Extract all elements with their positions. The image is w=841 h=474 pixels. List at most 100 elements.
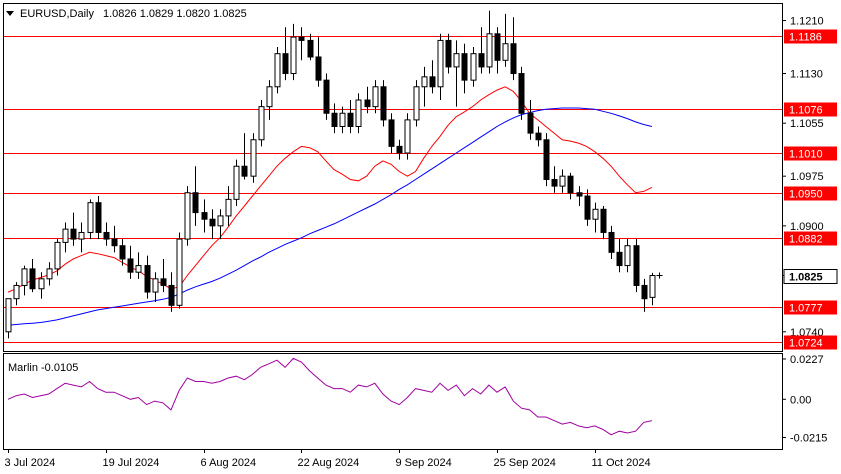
candles: [5, 10, 663, 339]
indicator-tick-label: -0.0215: [790, 432, 827, 444]
candle: [21, 265, 28, 296]
candle: [559, 169, 566, 193]
candle-body: [543, 139, 550, 180]
candle: [494, 27, 501, 74]
candle: [307, 33, 314, 61]
candle: [584, 189, 591, 226]
candle-body: [290, 36, 297, 75]
candle: [527, 100, 534, 140]
time-tick-label: 19 Jul 2024: [103, 457, 160, 469]
candle: [323, 73, 330, 120]
candle: [600, 205, 607, 240]
candle-body: [307, 39, 314, 58]
candle: [38, 272, 45, 299]
level-label: 1.0724: [789, 338, 823, 350]
symbol-label: EURUSD,Daily: [20, 8, 94, 20]
price-tick-label: 1.0975: [790, 171, 824, 183]
price-tick-label: 1.1055: [790, 118, 824, 130]
candle: [298, 27, 305, 61]
level-label: 1.1076: [789, 105, 823, 117]
candle: [372, 80, 379, 114]
current-price-label: 1.0825: [789, 272, 823, 284]
time-tick-label: 3 Jul 2024: [5, 457, 56, 469]
level-label-bg: [784, 186, 837, 201]
indicator-tick-label: 0.0227: [790, 354, 824, 366]
candle: [111, 225, 118, 253]
candle-body: [453, 53, 460, 68]
marlin-line: [7, 357, 653, 436]
candle: [502, 13, 509, 67]
candle-body: [527, 112, 534, 134]
candle-body: [331, 112, 338, 128]
indicator-pane[interactable]: [3, 353, 783, 450]
level-label: 1.0882: [789, 234, 823, 246]
candle: [364, 86, 371, 114]
candle: [355, 93, 362, 134]
candle-body: [54, 241, 61, 270]
candle-body: [209, 218, 216, 227]
candle: [461, 43, 468, 94]
level-label-bg: [784, 300, 837, 315]
candle-body: [323, 79, 330, 114]
candle: [429, 60, 436, 94]
candle-body: [38, 278, 45, 290]
candle-body: [241, 165, 248, 177]
level-label-bg: [784, 29, 837, 44]
main-pane[interactable]: [3, 3, 783, 352]
candle-body: [624, 245, 631, 267]
candle-body: [576, 192, 583, 197]
candle: [624, 239, 631, 273]
candle-body: [184, 192, 191, 240]
candle-body: [21, 268, 28, 286]
candle-body: [502, 43, 509, 61]
candle: [241, 133, 248, 180]
candle-body: [274, 53, 281, 88]
time-axis: 3 Jul 2024 19 Jul 2024 6 Aug 2024 22 Aug 20…: [5, 449, 651, 469]
price-tick-label: 1.1130: [790, 69, 823, 81]
candle-body: [135, 265, 142, 273]
candle: [396, 139, 403, 160]
candle: [266, 80, 273, 120]
candle-body: [266, 86, 273, 108]
candle-body: [641, 284, 648, 300]
candle-body: [608, 231, 615, 253]
candle: [250, 133, 257, 183]
candle: [404, 113, 411, 160]
candle: [478, 27, 485, 74]
time-tick-label: 25 Sep 2024: [494, 457, 556, 469]
candle: [103, 222, 110, 246]
candle-body: [633, 245, 640, 286]
candle-body: [445, 39, 452, 68]
candle-body: [600, 208, 607, 233]
candle: [160, 258, 167, 293]
indicator-tick-label: 0.00: [790, 394, 811, 406]
candle: [233, 159, 240, 206]
triangle-down-icon[interactable]: [6, 11, 14, 16]
candle-body: [486, 33, 493, 68]
candle-body: [13, 284, 20, 300]
candle: [510, 17, 517, 81]
candle-body: [176, 238, 183, 306]
indicator-axis: 0.0227 0.00 -0.0215: [782, 354, 827, 444]
candle-body: [298, 36, 305, 41]
candle: [641, 278, 648, 312]
candle: [13, 282, 20, 306]
candle: [380, 80, 387, 127]
candle: [62, 222, 69, 253]
level-label: 1.0950: [789, 189, 823, 201]
candle: [616, 239, 623, 273]
candle: [176, 232, 183, 309]
candle: [567, 172, 574, 200]
candle-body: [461, 53, 468, 81]
candle: [184, 186, 191, 246]
candle: [127, 245, 134, 279]
candle-body: [559, 175, 566, 187]
candle-body: [29, 268, 36, 290]
level-labels: 1.1186 1.1076 1.1010 1.0950 1.0882 1.0777 1.07…: [783, 29, 838, 350]
horizontal-levels: [4, 36, 782, 343]
candle: [144, 255, 151, 299]
candle-body: [282, 53, 289, 75]
candle-body: [355, 99, 362, 128]
candle-body: [78, 231, 85, 240]
